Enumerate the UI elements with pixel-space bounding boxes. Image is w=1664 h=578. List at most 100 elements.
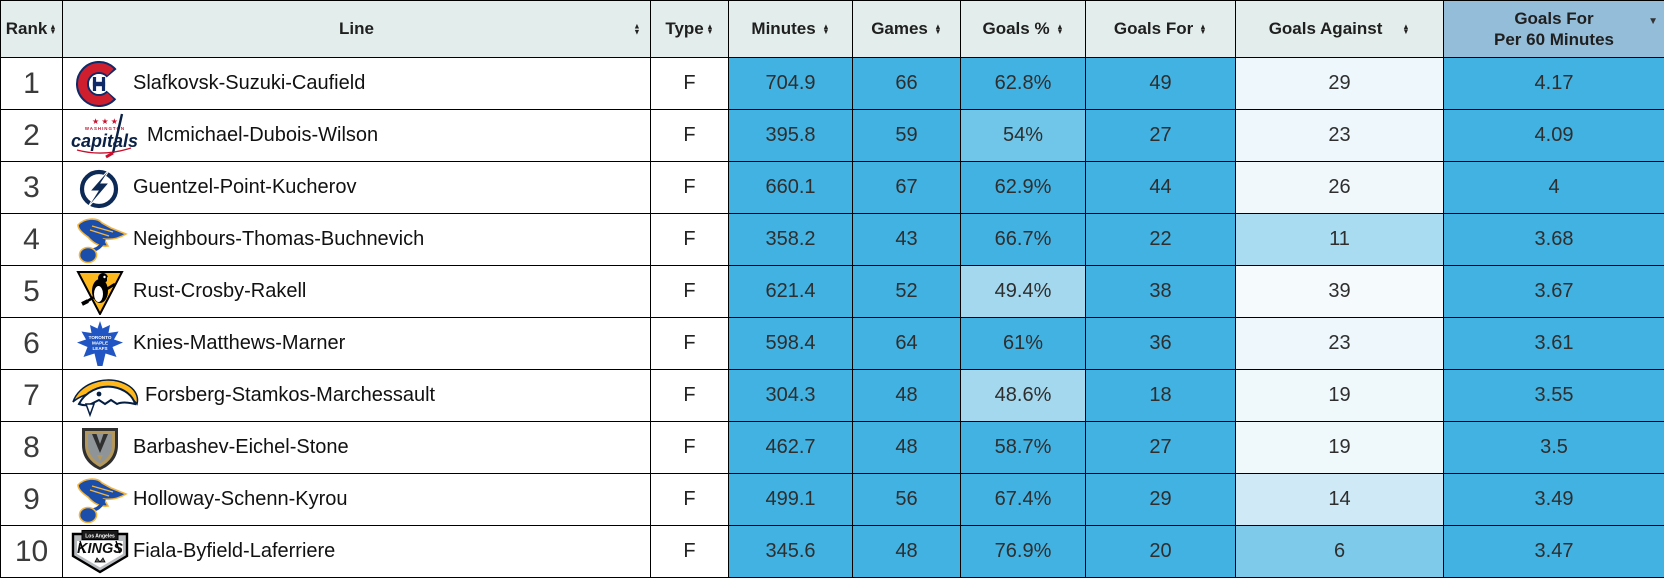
goals-for-cell: 49 <box>1086 58 1236 110</box>
rank-cell: 10 <box>1 526 63 578</box>
svg-text:LEAFS: LEAFS <box>92 346 107 351</box>
games-cell: 59 <box>853 110 961 162</box>
rank-cell: 5 <box>1 266 63 318</box>
svg-text:MAPLE: MAPLE <box>92 340 108 345</box>
table-row: 7 Forsberg-Stamkos-Marchessault F 304. <box>1 370 1664 422</box>
minutes-cell: 462.7 <box>729 422 853 474</box>
gf-per-60-cell: 3.67 <box>1444 266 1664 318</box>
st-louis-blues-logo-icon <box>69 476 131 524</box>
goals-against-cell: 39 <box>1236 266 1444 318</box>
col-label: Minutes <box>751 19 815 39</box>
goals-pct-cell: 61% <box>961 318 1086 370</box>
line-cell: Guentzel-Point-Kucherov <box>63 162 651 214</box>
col-label-line2: Per 60 Minutes <box>1494 30 1614 49</box>
col-header-goals-for[interactable]: Goals For▲▼ <box>1086 1 1236 58</box>
gf-per-60-cell: 4.17 <box>1444 58 1664 110</box>
sort-both-icon[interactable]: ▲▼ <box>706 24 714 35</box>
sort-both-icon[interactable]: ▲▼ <box>1402 24 1410 35</box>
goals-pct-cell: 58.7% <box>961 422 1086 474</box>
svg-text:TORONTO: TORONTO <box>89 335 112 340</box>
games-cell: 43 <box>853 214 961 266</box>
games-cell: 52 <box>853 266 961 318</box>
col-header-type[interactable]: Type▲▼ <box>651 1 729 58</box>
goals-against-cell: 19 <box>1236 422 1444 474</box>
goals-for-cell: 38 <box>1086 266 1236 318</box>
sort-both-icon[interactable]: ▲▼ <box>1056 24 1064 35</box>
minutes-cell: 598.4 <box>729 318 853 370</box>
col-header-goals-pct[interactable]: Goals % ▲▼ <box>961 1 1086 58</box>
col-header-rank[interactable]: Rank▲▼ <box>1 1 63 58</box>
goals-pct-cell: 49.4% <box>961 266 1086 318</box>
table-row: 2 ★ ★ ★ WASHINGTON capitals Mcmichael-D <box>1 110 1664 162</box>
col-label: Games <box>871 19 928 39</box>
sort-both-icon[interactable]: ▲▼ <box>633 24 641 35</box>
goals-against-cell: 23 <box>1236 110 1444 162</box>
nashville-predators-logo-icon <box>69 374 143 418</box>
sort-desc-icon[interactable]: ▼ <box>1648 17 1658 27</box>
line-cell: ★ ★ ★ WASHINGTON capitals Mcmichael-Dubo… <box>63 110 651 162</box>
games-cell: 67 <box>853 162 961 214</box>
svg-text:★ ★ ★: ★ ★ ★ <box>92 117 118 126</box>
type-cell: F <box>651 370 729 422</box>
col-label: Line <box>339 19 374 38</box>
col-label: Goals % <box>982 19 1049 39</box>
type-cell: F <box>651 58 729 110</box>
table-row: 6 TORONTO MAPLE LEAFS Knies-Matthews-Mar… <box>1 318 1664 370</box>
col-header-goals-for-per-60[interactable]: Goals For Per 60 Minutes ▼ <box>1444 1 1664 58</box>
goals-pct-cell: 62.8% <box>961 58 1086 110</box>
col-label: Goals For <box>1514 9 1593 28</box>
goals-pct-cell: 62.9% <box>961 162 1086 214</box>
type-cell: F <box>651 110 729 162</box>
type-cell: F <box>651 214 729 266</box>
table-row: 10 Los Angeles KINGS Fi <box>1 526 1664 578</box>
minutes-cell: 345.6 <box>729 526 853 578</box>
col-label: Rank <box>6 19 48 39</box>
pittsburgh-penguins-logo-icon <box>69 269 131 315</box>
sort-both-icon[interactable]: ▲▼ <box>934 24 942 35</box>
line-name: Rust-Crosby-Rakell <box>133 280 306 303</box>
goals-for-cell: 27 <box>1086 422 1236 474</box>
rank-cell: 8 <box>1 422 63 474</box>
gf-per-60-cell: 3.47 <box>1444 526 1664 578</box>
goals-against-cell: 29 <box>1236 58 1444 110</box>
rank-cell: 2 <box>1 110 63 162</box>
goals-pct-cell: 76.9% <box>961 526 1086 578</box>
line-name: Holloway-Schenn-Kyrou <box>133 488 348 511</box>
line-name: Knies-Matthews-Marner <box>133 332 345 355</box>
svg-text:capitals: capitals <box>71 131 138 151</box>
col-header-minutes[interactable]: Minutes ▲▼ <box>729 1 853 58</box>
goals-for-cell: 18 <box>1086 370 1236 422</box>
goals-pct-cell: 66.7% <box>961 214 1086 266</box>
gf-per-60-cell: 3.5 <box>1444 422 1664 474</box>
goals-pct-cell: 54% <box>961 110 1086 162</box>
table-row: 3 Guentzel-Point-Kucherov F 660.1 67 62.… <box>1 162 1664 214</box>
col-header-games[interactable]: Games ▲▼ <box>853 1 961 58</box>
sort-both-icon[interactable]: ▲▼ <box>822 24 830 35</box>
games-cell: 48 <box>853 370 961 422</box>
minutes-cell: 358.2 <box>729 214 853 266</box>
games-cell: 48 <box>853 526 961 578</box>
col-label: Goals Against <box>1269 19 1383 39</box>
table-row: 1 Slafkovsk-Suzuki-Caufield <box>1 58 1664 110</box>
rank-cell: 4 <box>1 214 63 266</box>
line-cell: Barbashev-Eichel-Stone <box>63 422 651 474</box>
table-row: 8 Barbashev-Eichel-Stone F <box>1 422 1664 474</box>
tampa-bay-lightning-logo-icon <box>69 165 131 211</box>
line-name: Fiala-Byfield-Laferriere <box>133 540 335 563</box>
rank-cell: 7 <box>1 370 63 422</box>
sort-both-icon[interactable]: ▲▼ <box>1199 24 1207 35</box>
col-header-line[interactable]: Line ▲▼ <box>63 1 651 58</box>
games-cell: 66 <box>853 58 961 110</box>
line-name: Forsberg-Stamkos-Marchessault <box>145 384 435 407</box>
goals-against-cell: 6 <box>1236 526 1444 578</box>
line-cell: TORONTO MAPLE LEAFS Knies-Matthews-Marne… <box>63 318 651 370</box>
sort-both-icon[interactable]: ▲▼ <box>49 24 57 35</box>
montreal-canadiens-logo-icon <box>69 61 131 107</box>
col-label: Type <box>665 19 703 39</box>
games-cell: 56 <box>853 474 961 526</box>
type-cell: F <box>651 318 729 370</box>
goals-for-cell: 29 <box>1086 474 1236 526</box>
col-header-goals-against[interactable]: Goals Against ▲▼ <box>1236 1 1444 58</box>
rank-cell: 9 <box>1 474 63 526</box>
